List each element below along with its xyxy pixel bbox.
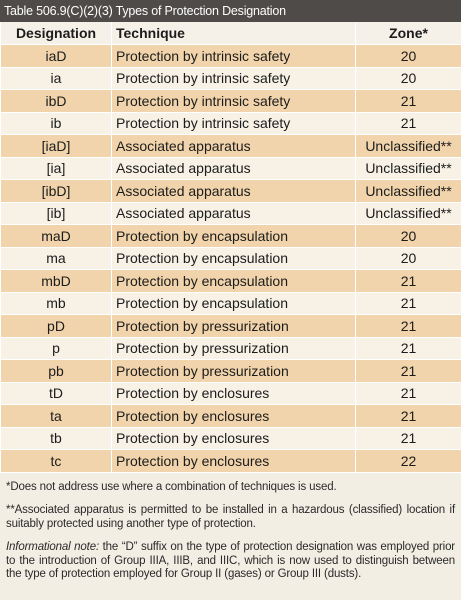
informational-note: Informational note: the “D” suffix on th… bbox=[6, 541, 455, 582]
designation-cell: iaD bbox=[0, 44, 112, 68]
technique-cell: Protection by enclosures bbox=[111, 382, 356, 405]
designation-cell: ma bbox=[0, 247, 112, 270]
designation-cell: mb bbox=[0, 292, 112, 315]
table-row: mbD Protection by encapsulation 21 bbox=[0, 269, 461, 293]
technique-cell: Associated apparatus bbox=[111, 157, 356, 180]
designation-cell: tb bbox=[0, 427, 112, 450]
designation-cell: pD bbox=[0, 314, 112, 338]
table-row: [ib] Associated apparatus Unclassified** bbox=[0, 202, 461, 225]
technique-cell: Protection by enclosures bbox=[111, 449, 356, 473]
zone-cell: 21 bbox=[355, 292, 461, 315]
protection-designation-table: Designation Technique Zone* iaD Protectio… bbox=[0, 22, 461, 473]
designation-cell: p bbox=[0, 337, 112, 360]
zone-cell: 20 bbox=[355, 44, 461, 68]
technique-header: Technique bbox=[111, 22, 356, 45]
table-row: pb Protection by pressurization 21 bbox=[0, 359, 461, 383]
designation-cell: tc bbox=[0, 449, 112, 473]
table-row: p Protection by pressurization 21 bbox=[0, 337, 461, 360]
zone-cell: Unclassified** bbox=[355, 202, 461, 225]
technique-cell: Protection by encapsulation bbox=[111, 292, 356, 315]
zone-cell: 21 bbox=[355, 269, 461, 293]
designation-cell: ta bbox=[0, 404, 112, 428]
designation-cell: tD bbox=[0, 382, 112, 405]
informational-note-label: Informational note: bbox=[6, 541, 99, 553]
table-notes: *Does not address use where a combinatio… bbox=[0, 473, 461, 582]
table-row: [ia] Associated apparatus Unclassified** bbox=[0, 157, 461, 180]
zone-cell: 21 bbox=[355, 112, 461, 135]
table-body: iaD Protection by intrinsic safety 20 ia Pro… bbox=[0, 44, 461, 473]
technique-cell: Associated apparatus bbox=[111, 134, 356, 158]
table-row: mb Protection by encapsulation 21 bbox=[0, 292, 461, 315]
technique-cell: Protection by encapsulation bbox=[111, 269, 356, 293]
footnote-combination: *Does not address use where a combinatio… bbox=[6, 480, 337, 493]
designation-cell: ia bbox=[0, 67, 112, 90]
technique-cell: Protection by intrinsic safety bbox=[111, 67, 356, 90]
designation-cell: [ibD] bbox=[0, 179, 112, 203]
technique-cell: Protection by encapsulation bbox=[111, 224, 356, 248]
table-row: maD Protection by encapsulation 20 bbox=[0, 224, 461, 248]
zone-cell: 21 bbox=[355, 337, 461, 360]
table-row: ma Protection by encapsulation 20 bbox=[0, 247, 461, 270]
header-row: Designation Technique Zone* bbox=[0, 22, 461, 45]
zone-header: Zone* bbox=[355, 22, 461, 45]
technique-cell: Protection by enclosures bbox=[111, 427, 356, 450]
table-row: ia Protection by intrinsic safety 20 bbox=[0, 67, 461, 90]
zone-cell: 21 bbox=[355, 89, 461, 113]
zone-cell: 20 bbox=[355, 247, 461, 270]
zone-cell: 21 bbox=[355, 404, 461, 428]
designation-cell: [ia] bbox=[0, 157, 112, 180]
designation-cell: ib bbox=[0, 112, 112, 135]
zone-cell: 21 bbox=[355, 427, 461, 450]
technique-cell: Protection by pressurization bbox=[111, 359, 356, 383]
zone-cell: 21 bbox=[355, 382, 461, 405]
zone-cell: Unclassified** bbox=[355, 179, 461, 203]
informational-note-text: the “D” suffix on the type of protection… bbox=[6, 541, 455, 580]
designation-header: Designation bbox=[0, 22, 112, 45]
designation-cell: pb bbox=[0, 359, 112, 383]
table-title: Table 506.9(C)(2)(3) Types of Protection… bbox=[0, 0, 461, 22]
technique-cell: Protection by encapsulation bbox=[111, 247, 356, 270]
zone-cell: Unclassified** bbox=[355, 134, 461, 158]
table-row: tD Protection by enclosures 21 bbox=[0, 382, 461, 405]
zone-cell: 21 bbox=[355, 359, 461, 383]
technique-cell: Protection by intrinsic safety bbox=[111, 112, 356, 135]
technique-cell: Protection by intrinsic safety bbox=[111, 44, 356, 68]
footnote-associated-apparatus: **Associated apparatus is permitted to b… bbox=[6, 504, 455, 530]
designation-cell: [ib] bbox=[0, 202, 112, 225]
zone-cell: 22 bbox=[355, 449, 461, 473]
designation-cell: maD bbox=[0, 224, 112, 248]
technique-cell: Protection by intrinsic safety bbox=[111, 89, 356, 113]
zone-cell: 21 bbox=[355, 314, 461, 338]
table-row: [ibD] Associated apparatus Unclassified** bbox=[0, 179, 461, 203]
zone-cell: 20 bbox=[355, 67, 461, 90]
table-row: ibD Protection by intrinsic safety 21 bbox=[0, 89, 461, 113]
technique-cell: Associated apparatus bbox=[111, 202, 356, 225]
table-row: pD Protection by pressurization 21 bbox=[0, 314, 461, 338]
zone-cell: 20 bbox=[355, 224, 461, 248]
technique-cell: Associated apparatus bbox=[111, 179, 356, 203]
table-row: tc Protection by enclosures 22 bbox=[0, 449, 461, 473]
table-row: ta Protection by enclosures 21 bbox=[0, 404, 461, 428]
table-row: ib Protection by intrinsic safety 21 bbox=[0, 112, 461, 135]
technique-cell: Protection by pressurization bbox=[111, 337, 356, 360]
designation-cell: ibD bbox=[0, 89, 112, 113]
designation-cell: [iaD] bbox=[0, 134, 112, 158]
technique-cell: Protection by enclosures bbox=[111, 404, 356, 428]
table-row: tb Protection by enclosures 21 bbox=[0, 427, 461, 450]
technique-cell: Protection by pressurization bbox=[111, 314, 356, 338]
table-row: [iaD] Associated apparatus Unclassified** bbox=[0, 134, 461, 158]
zone-cell: Unclassified** bbox=[355, 157, 461, 180]
table-row: iaD Protection by intrinsic safety 20 bbox=[0, 44, 461, 68]
designation-cell: mbD bbox=[0, 269, 112, 293]
